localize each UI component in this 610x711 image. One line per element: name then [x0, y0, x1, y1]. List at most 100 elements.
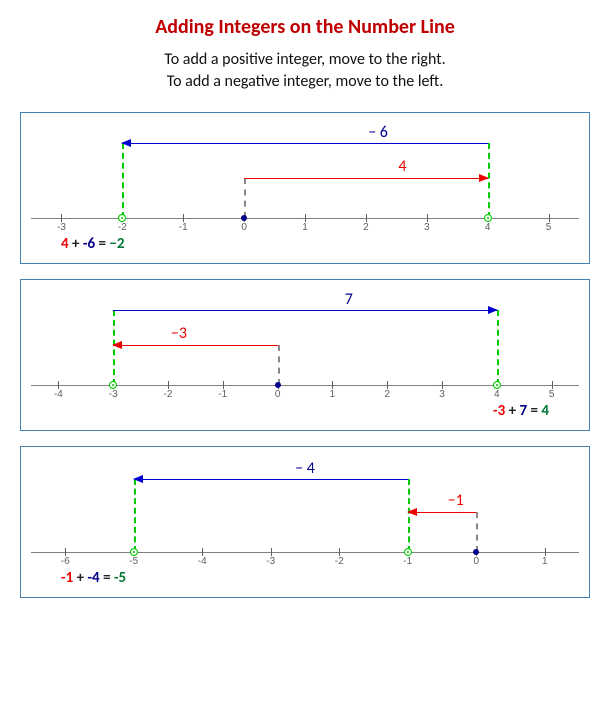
result-dot	[404, 548, 412, 556]
tick-label: 4	[494, 389, 500, 400]
tick-label: -3	[57, 222, 66, 233]
subtitle-line-1: To add a positive integer, move to the r…	[164, 50, 445, 69]
jump-arrow	[113, 310, 497, 312]
result-dot	[118, 214, 126, 222]
result-marker-dash	[497, 310, 499, 385]
start-marker-dash	[476, 512, 478, 552]
tick-label: 3	[424, 222, 430, 233]
tick-label: 0	[275, 389, 281, 400]
equation-part: +	[69, 235, 83, 253]
equation-part: 4	[61, 235, 69, 253]
tick-label: -1	[403, 556, 412, 567]
start-marker-dash	[278, 345, 280, 385]
panel-2: -4-3-2-1012345−37-3 + 7 = 4	[20, 279, 590, 431]
jump-arrow	[113, 345, 277, 347]
arrowhead-icon	[133, 475, 143, 483]
page-title: Adding Integers on the Number Line	[20, 15, 590, 39]
tick	[65, 548, 66, 556]
tick-label: 0	[473, 556, 479, 567]
start-dot	[275, 382, 281, 388]
result-dot	[493, 381, 501, 389]
jump-label: 7	[345, 290, 353, 309]
equation: 4 + -6 = −2	[61, 235, 124, 253]
start-marker-dash	[244, 178, 246, 218]
equation-part: =	[100, 569, 114, 587]
arrowhead-icon	[121, 139, 131, 147]
tick	[61, 214, 62, 222]
equation-part: -3	[493, 402, 505, 420]
tick	[339, 548, 340, 556]
tick-label: 2	[363, 222, 369, 233]
axis-line	[31, 552, 579, 553]
tick	[223, 381, 224, 389]
arrowhead-icon	[479, 174, 489, 182]
tick-label: -2	[164, 389, 173, 400]
tick-label: -6	[61, 556, 70, 567]
tick-label: 3	[439, 389, 445, 400]
tick	[427, 214, 428, 222]
equation-part: -4	[87, 569, 99, 587]
jump-arrow	[244, 178, 488, 180]
tick	[305, 214, 306, 222]
tick-label: 1	[302, 222, 308, 233]
start-dot	[473, 549, 479, 555]
tick	[366, 214, 367, 222]
panel-1: -3-2-10123454− 64 + -6 = −2	[20, 112, 590, 264]
tick-label: -4	[54, 389, 63, 400]
result-marker-dash	[122, 143, 124, 218]
equation-part: =	[527, 402, 541, 420]
subtitle-line-2: To add a negative integer, move to the l…	[167, 72, 444, 91]
equation-part: -5	[114, 569, 126, 587]
result-dot	[109, 381, 117, 389]
tick-label: 5	[546, 222, 552, 233]
number-line-diagram: -3-2-10123454− 64 + -6 = −2	[31, 123, 579, 253]
equation-part: =	[95, 235, 109, 253]
equation-part: +	[505, 402, 519, 420]
tick	[271, 548, 272, 556]
tick-label: 1	[330, 389, 336, 400]
tick-label: -1	[179, 222, 188, 233]
tick-label: -2	[335, 556, 344, 567]
equation-part: −2	[109, 235, 124, 253]
jump-arrow	[134, 479, 408, 481]
result-dot	[484, 214, 492, 222]
number-line-diagram: -6-5-4-3-2-101−1− 4-1 + -4 = -5	[31, 457, 579, 587]
equation: -3 + 7 = 4	[493, 402, 549, 420]
result-dot	[130, 548, 138, 556]
tick	[58, 381, 59, 389]
equation-part: 7	[520, 402, 528, 420]
jump-label: −1	[448, 491, 464, 510]
jump-label: 4	[398, 157, 406, 176]
jump-label: − 4	[295, 459, 315, 478]
page: Adding Integers on the Number Line To ad…	[0, 0, 610, 628]
tick	[442, 381, 443, 389]
arrowhead-icon	[407, 508, 417, 516]
tick	[332, 381, 333, 389]
tick	[549, 214, 550, 222]
tick	[387, 381, 388, 389]
tick-label: -5	[129, 556, 138, 567]
tick	[183, 214, 184, 222]
jump-arrow	[122, 143, 487, 145]
equation-part: -6	[83, 235, 95, 253]
jump-label: − 6	[368, 123, 388, 142]
panel-3: -6-5-4-3-2-101−1− 4-1 + -4 = -5	[20, 446, 590, 598]
tick-label: -3	[266, 556, 275, 567]
tick-label: -3	[109, 389, 118, 400]
arrowhead-icon	[488, 306, 498, 314]
jump-arrow	[408, 512, 477, 514]
tick-label: -2	[118, 222, 127, 233]
equation-part: +	[73, 569, 87, 587]
tick	[168, 381, 169, 389]
tick-label: 1	[542, 556, 548, 567]
number-line-diagram: -4-3-2-1012345−37-3 + 7 = 4	[31, 290, 579, 420]
tick-label: 2	[384, 389, 390, 400]
tick	[552, 381, 553, 389]
jump-label: −3	[171, 324, 187, 343]
tick-label: -1	[218, 389, 227, 400]
tick	[202, 548, 203, 556]
equation-part: 4	[541, 402, 549, 420]
tick-label: 5	[549, 389, 555, 400]
equation-part: -1	[61, 569, 73, 587]
result-marker-dash	[134, 479, 136, 552]
